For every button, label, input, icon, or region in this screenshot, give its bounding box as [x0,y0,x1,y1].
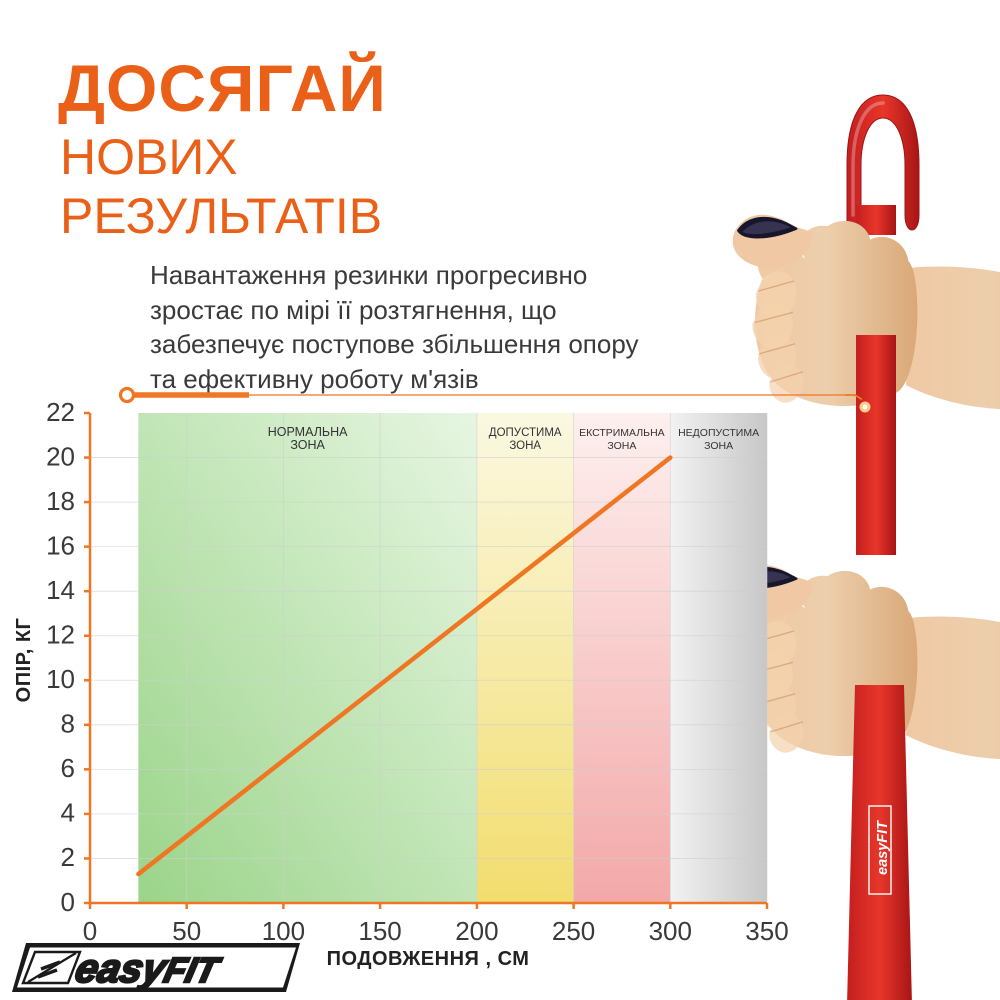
svg-text:10: 10 [46,664,75,694]
svg-text:НОРМАЛЬНА: НОРМАЛЬНА [268,425,348,439]
svg-text:12: 12 [46,620,75,650]
svg-text:ЗОНА: ЗОНА [607,440,636,452]
svg-text:ДОПУСТИМА: ДОПУСТИМА [489,427,562,439]
svg-text:0: 0 [61,887,75,917]
svg-text:50: 50 [172,916,201,946]
svg-text:200: 200 [455,916,498,946]
svg-text:20: 20 [46,442,75,472]
svg-text:ПОДОВЖЕННЯ , СМ: ПОДОВЖЕННЯ , СМ [327,948,530,970]
svg-text:ОПІР, КГ: ОПІР, КГ [13,618,35,703]
svg-text:ЗОНА: ЗОНА [290,438,325,452]
svg-text:150: 150 [358,916,401,946]
svg-text:6: 6 [61,753,75,783]
svg-text:22: 22 [46,397,75,427]
svg-text:2: 2 [61,842,75,872]
svg-text:100: 100 [262,916,305,946]
svg-text:300: 300 [649,916,692,946]
svg-text:НЕДОПУСТИМА: НЕДОПУСТИМА [678,427,759,439]
svg-text:0: 0 [83,916,97,946]
svg-text:18: 18 [46,486,75,516]
svg-text:ЗОНА: ЗОНА [704,440,733,452]
svg-text:250: 250 [552,916,595,946]
svg-text:4: 4 [61,798,75,828]
svg-text:16: 16 [46,531,75,561]
svg-text:8: 8 [61,709,75,739]
svg-text:ЕКСТРИМАЛЬНА: ЕКСТРИМАЛЬНА [579,427,665,439]
svg-text:ЗОНА: ЗОНА [509,440,541,452]
svg-text:350: 350 [745,916,788,946]
svg-text:14: 14 [46,575,75,605]
